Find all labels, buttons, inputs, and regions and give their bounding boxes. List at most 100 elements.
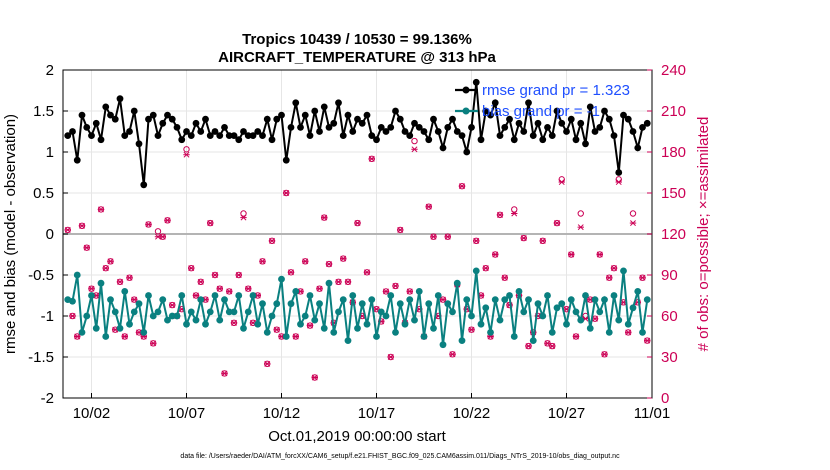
bias-point bbox=[586, 324, 594, 332]
obs-assimilated-marker bbox=[601, 351, 608, 358]
obs-possible-marker bbox=[240, 210, 247, 217]
bias-point bbox=[415, 288, 423, 295]
rmse-point bbox=[586, 103, 594, 111]
bias-point bbox=[373, 333, 380, 340]
rmse-point bbox=[273, 115, 281, 123]
obs-possible-marker bbox=[558, 176, 565, 183]
rmse-point bbox=[278, 111, 285, 119]
bias-point bbox=[634, 288, 642, 295]
rmse-point bbox=[282, 156, 290, 164]
obs-assimilated-marker bbox=[169, 302, 176, 309]
bias-point bbox=[73, 271, 81, 279]
obs-assimilated-marker bbox=[368, 155, 375, 162]
obs-assimilated-marker bbox=[245, 285, 252, 292]
bias-point bbox=[206, 308, 214, 316]
rmse-point bbox=[287, 124, 295, 131]
rmse-point bbox=[582, 140, 589, 148]
rmse-point bbox=[249, 132, 257, 140]
obs-assimilated-marker bbox=[116, 278, 124, 285]
rmse-point bbox=[154, 132, 162, 140]
bias-point bbox=[387, 292, 395, 299]
bias-point bbox=[130, 308, 138, 316]
bias-point bbox=[406, 296, 414, 303]
rmse-point bbox=[306, 132, 314, 140]
obs-assimilated-marker bbox=[197, 278, 204, 285]
bias-point bbox=[430, 324, 437, 332]
rmse-point bbox=[639, 124, 646, 131]
obs-assimilated-marker bbox=[596, 251, 603, 258]
bias-point bbox=[92, 324, 100, 332]
bias-point bbox=[563, 320, 570, 328]
bias-point bbox=[615, 316, 623, 324]
obs-assimilated-marker bbox=[235, 272, 242, 278]
bias-point bbox=[287, 300, 295, 308]
rmse-point bbox=[430, 115, 437, 123]
bias-point bbox=[154, 308, 162, 316]
rmse-point bbox=[615, 169, 623, 176]
rmse-point bbox=[482, 107, 490, 115]
x-tick-label: 10/27 bbox=[548, 405, 586, 422]
obs-assimilated-marker bbox=[411, 146, 418, 153]
rmse-point bbox=[458, 132, 466, 140]
bias-point bbox=[273, 300, 281, 308]
obs-assimilated-marker bbox=[221, 370, 228, 377]
rmse-point bbox=[468, 124, 475, 131]
rmse-point bbox=[487, 111, 494, 119]
bias-point bbox=[577, 316, 585, 324]
obs-assimilated-marker bbox=[468, 326, 475, 333]
obs-assimilated-marker bbox=[107, 258, 114, 265]
rmse-point bbox=[78, 111, 86, 119]
rmse-point bbox=[629, 128, 637, 135]
obs-assimilated-marker bbox=[354, 220, 361, 227]
rmse-point bbox=[634, 144, 642, 152]
bias-point bbox=[339, 296, 347, 303]
obs-assimilated-marker bbox=[449, 351, 456, 358]
bias-point bbox=[88, 292, 95, 299]
rmse-point bbox=[206, 132, 214, 140]
rmse-point bbox=[64, 132, 72, 140]
legend-rmse-label: rmse grand pr = 1.323 bbox=[482, 82, 630, 99]
rmse-point bbox=[596, 124, 604, 131]
obs-assimilated-marker bbox=[88, 285, 95, 292]
y-right-tick-label: 30 bbox=[661, 349, 678, 366]
rmse-point bbox=[624, 115, 632, 123]
rmse-point bbox=[344, 111, 352, 119]
bias-point bbox=[197, 296, 205, 303]
bias-point bbox=[344, 337, 352, 344]
bias-point bbox=[477, 320, 485, 328]
obs-assimilated-marker bbox=[496, 211, 504, 218]
y-left-tick-label: -1 bbox=[41, 308, 54, 325]
rmse-point bbox=[102, 103, 110, 111]
obs-assimilated-marker bbox=[306, 322, 314, 329]
obs-assimilated-marker bbox=[74, 333, 81, 340]
obs-assimilated-marker bbox=[430, 233, 437, 240]
rmse-point bbox=[335, 99, 342, 107]
bias-point bbox=[278, 275, 285, 283]
rmse-point bbox=[477, 136, 485, 144]
bias-point bbox=[306, 292, 314, 299]
bias-point bbox=[548, 329, 556, 336]
rmse-point bbox=[149, 111, 157, 119]
rmse-point bbox=[135, 140, 143, 148]
bias-point bbox=[487, 329, 494, 336]
bias-point bbox=[472, 267, 480, 275]
obs-assimilated-marker bbox=[644, 337, 651, 344]
rmse-point bbox=[140, 181, 148, 189]
bias-point bbox=[515, 288, 523, 295]
bias-point bbox=[187, 308, 195, 316]
bias-point bbox=[582, 292, 589, 299]
rmse-point bbox=[444, 124, 452, 131]
y-right-tick-label: 210 bbox=[661, 103, 686, 120]
rmse-point bbox=[173, 124, 181, 131]
rmse-point bbox=[107, 111, 114, 119]
bias-point bbox=[297, 320, 304, 328]
rmse-point bbox=[415, 124, 423, 131]
bias-point bbox=[601, 296, 608, 303]
rmse-point bbox=[268, 136, 276, 144]
bias-point bbox=[168, 312, 176, 320]
rmse-point bbox=[211, 128, 219, 135]
rmse-point bbox=[358, 119, 366, 127]
rmse-point bbox=[178, 136, 186, 144]
bias-point bbox=[491, 296, 499, 303]
rmse-point bbox=[92, 119, 100, 127]
